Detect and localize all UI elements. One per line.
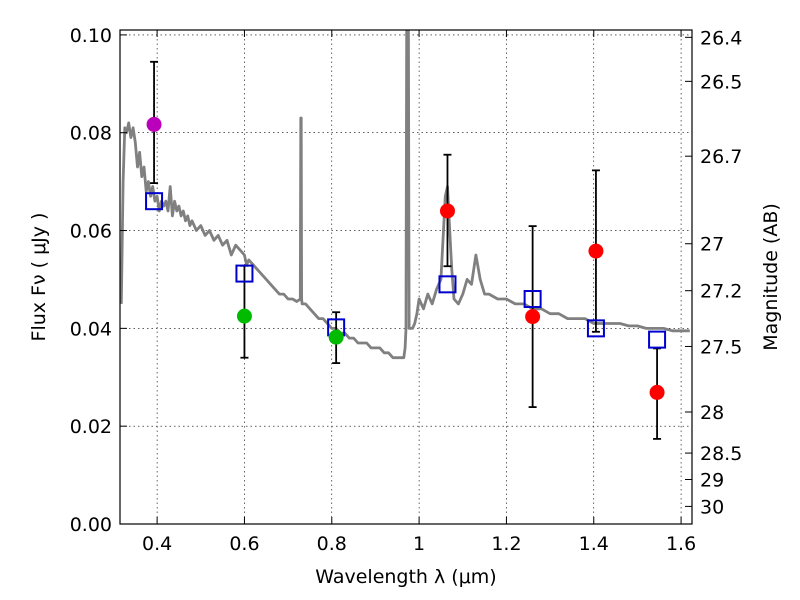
- magnitude-tick-label: 27.5: [700, 336, 742, 358]
- y-tick-label: 0.00: [70, 514, 112, 536]
- model-flux-square: [145, 192, 164, 211]
- model-flux-square: [523, 290, 542, 309]
- y-tick-label: 0.06: [70, 221, 112, 243]
- magnitude-tick-label: 26.4: [700, 27, 742, 49]
- magnitude-tick-label: 29: [700, 469, 724, 491]
- x-tick-label: 0.4: [142, 533, 172, 555]
- x-tick-label: 1.6: [666, 533, 696, 555]
- y-tick-label: 0.04: [70, 318, 112, 340]
- magnitude-tick-label: 26.5: [700, 71, 742, 93]
- data-layer: [120, 30, 690, 440]
- right-y-axis-label: Magnitude (AB): [760, 203, 782, 351]
- x-tick-label: 1.2: [491, 533, 521, 555]
- observed-flux-point: [588, 243, 604, 259]
- plot-frame: [119, 29, 693, 525]
- y-tick-label: 0.10: [70, 25, 112, 47]
- x-tick-label: 0.8: [317, 533, 347, 555]
- observed-flux-point: [439, 203, 455, 219]
- observed-flux-point: [525, 309, 541, 325]
- observed-flux-point: [146, 116, 162, 132]
- y-tick-label: 0.02: [70, 416, 112, 438]
- x-tick-label: 0.6: [229, 533, 259, 555]
- model-flux-square: [586, 319, 605, 338]
- y-tick-label: 0.08: [70, 123, 112, 145]
- x-tick-label: 1.4: [579, 533, 609, 555]
- magnitude-tick-label: 28.5: [700, 443, 742, 465]
- observed-flux-point: [328, 329, 344, 345]
- model-flux-square: [235, 264, 254, 283]
- x-axis-label: Wavelength λ (μm): [315, 566, 496, 588]
- observed-flux-point: [236, 308, 252, 324]
- observed-flux-point: [649, 384, 665, 400]
- model-flux-square: [438, 275, 457, 294]
- magnitude-tick-label: 27.2: [700, 281, 742, 303]
- tick-layer: 0.4 0.6 0.8 1 1.2 1.4 1.6 0.00 0.02 0.04 0.06 0.08 0…: [70, 25, 743, 555]
- magnitude-tick-label: 30: [700, 496, 724, 518]
- model-flux-square: [648, 330, 667, 349]
- x-tick-label: 1: [413, 533, 425, 555]
- magnitude-tick-label: 26.7: [700, 146, 742, 168]
- magnitude-tick-label: 28: [700, 402, 724, 424]
- y-axis-label: Flux Fν ( μJy ): [28, 213, 50, 342]
- magnitude-tick-label: 27: [700, 234, 724, 256]
